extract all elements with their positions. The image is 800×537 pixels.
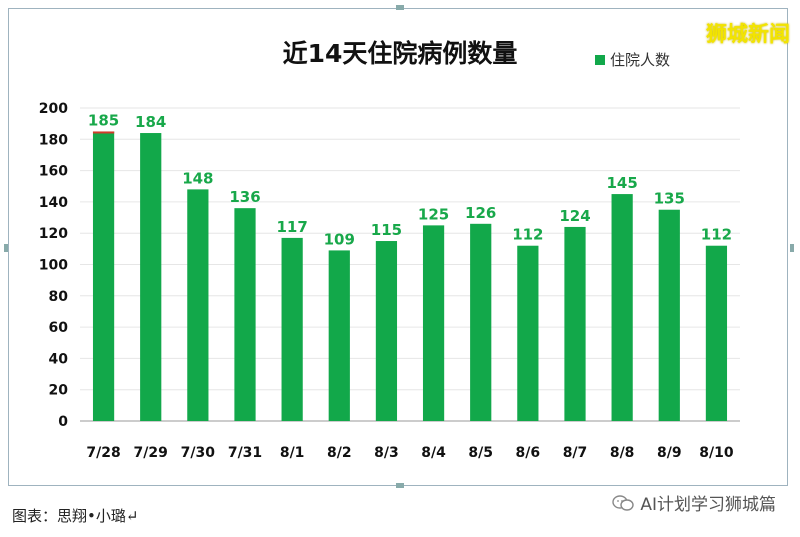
chart-frame: [8, 8, 788, 486]
y-tick-label: 40: [49, 351, 69, 367]
watermark-logo-top: 狮城新闻: [706, 22, 790, 46]
x-tick-label: 8/10: [699, 445, 734, 461]
y-tick-label: 20: [49, 383, 69, 399]
resize-handle-bottom[interactable]: [396, 483, 404, 488]
bar-7/30: [187, 189, 209, 421]
data-label: 185: [88, 111, 119, 129]
data-label: 117: [276, 218, 307, 236]
y-axis: 0 20 40 60 80 100 120 140 160 180 200: [39, 101, 68, 430]
data-label: 109: [324, 230, 355, 248]
bar-8/3: [375, 241, 398, 421]
x-tick-label: 7/28: [86, 445, 120, 461]
x-tick-label: 7/30: [181, 445, 216, 461]
y-tick-label: 160: [39, 164, 68, 180]
y-tick-label: 60: [49, 320, 69, 336]
y-tick-label: 180: [39, 132, 68, 148]
y-tick-label: 100: [39, 258, 68, 274]
x-tick-label: 8/2: [327, 445, 352, 461]
x-tick-label: 8/8: [610, 445, 635, 461]
x-tick-label: 8/6: [516, 445, 541, 461]
x-tick-label: 8/9: [657, 445, 682, 461]
x-tick-label: 8/7: [563, 445, 588, 461]
data-label: 115: [371, 221, 402, 239]
bar-7/31: [234, 208, 256, 421]
bar-8/1: [281, 237, 303, 421]
data-label: 125: [418, 205, 449, 223]
bars: [92, 131, 728, 422]
bar-8/7: [564, 226, 586, 421]
x-tick-label: 7/29: [134, 445, 168, 461]
x-axis: 7/28 7/29 7/30 7/31 8/1 8/2 8/3 8/4 8/5 8/6 8/7 8/8…: [86, 445, 733, 461]
resize-handle-top[interactable]: [396, 5, 404, 10]
y-tick-label: 200: [39, 101, 68, 117]
bar-8/5: [470, 223, 492, 421]
bar-8/6: [517, 245, 539, 421]
data-label: 145: [606, 174, 637, 192]
bar-8/10: [705, 245, 728, 421]
chart-title: 近14天住院病例数量: [283, 39, 518, 68]
y-tick-label: 140: [39, 195, 68, 211]
wechat-icon: [612, 494, 635, 511]
grid: [80, 107, 740, 422]
data-label: 136: [229, 188, 260, 206]
y-tick-label: 0: [58, 414, 68, 430]
data-label: 112: [701, 226, 732, 244]
resize-handle-left[interactable]: [4, 244, 8, 252]
data-label: 135: [654, 190, 685, 208]
x-tick-label: 7/31: [228, 445, 262, 461]
y-tick-label: 120: [39, 226, 68, 242]
x-tick-label: 8/1: [280, 445, 305, 461]
bar-8/8: [611, 194, 633, 421]
bar-8/4: [422, 225, 445, 421]
bar-7/28: [92, 131, 115, 421]
data-label: 184: [135, 113, 166, 131]
bar-8/2: [328, 250, 350, 421]
data-label: 112: [512, 226, 543, 244]
legend-label: 住院人数: [610, 51, 670, 69]
legend-swatch: [595, 55, 605, 65]
data-labels: 185 184 148 136 117 109 115 125 126 112 124 145 135 1…: [88, 111, 732, 248]
y-tick-label: 80: [49, 289, 69, 305]
data-label: 126: [465, 204, 496, 222]
bar-7/29: [140, 133, 162, 422]
watermark-bottom-text: AI计划学习狮城篇: [640, 495, 776, 515]
bar-8/9: [658, 209, 680, 421]
x-tick-label: 8/5: [468, 445, 493, 461]
x-tick-label: 8/3: [374, 445, 399, 461]
x-tick-label: 8/4: [421, 445, 446, 461]
watermark-bottom: AI计划学习狮城篇: [612, 490, 776, 515]
resize-handle-right[interactable]: [790, 244, 794, 252]
data-label: 124: [559, 207, 590, 225]
bar-top-accent: [92, 131, 115, 134]
data-label: 148: [182, 169, 213, 187]
figure-caption: 图表：思翔•小璐↵: [12, 507, 139, 525]
